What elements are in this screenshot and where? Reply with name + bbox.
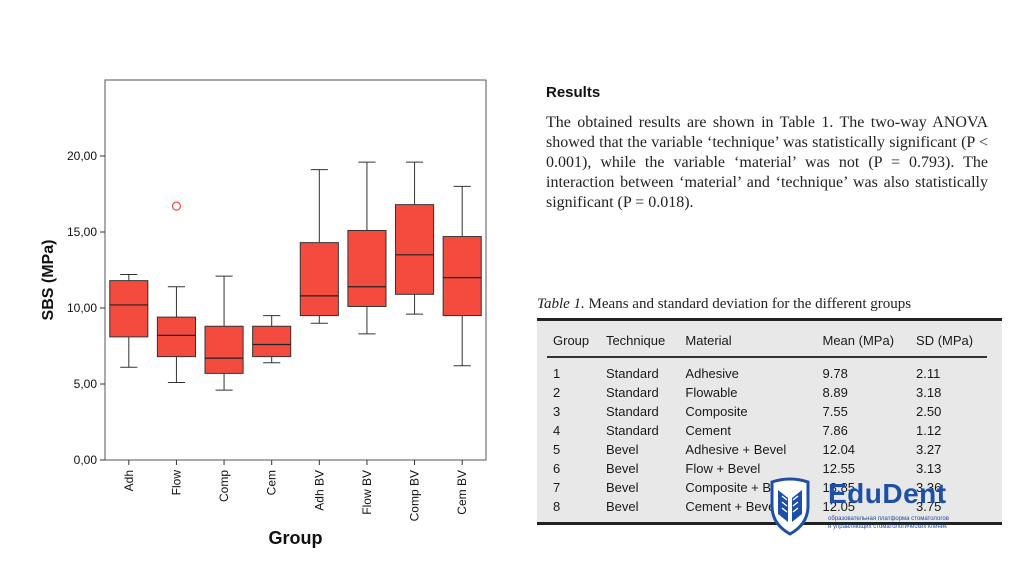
header-sd: SD (MPa) [910,329,987,358]
box-7 [395,204,435,295]
y-tick-label: 15,00 [67,225,97,239]
table-row: 1 Standard Adhesive 9.78 2.11 [547,357,987,383]
y-tick-label: 10,00 [67,301,97,315]
x-tick-label: Adh BV [312,470,326,511]
results-section: Results The obtained results are shown i… [546,84,988,213]
cell-material: Adhesive + Bevel [685,441,787,457]
cell-technique: Bevel [605,479,639,495]
cell-group: 2 [553,384,561,400]
cell-sd: 3.75 [916,498,942,514]
cell-mean: 13.85 [822,479,856,495]
box-plot-chart: 0,00 5,00 10,00 15,00 20,00 SBS (MPa) Adh Flow C… [30,70,500,560]
cell-technique: Standard [605,366,659,381]
table-caption-label: Table 1. [537,296,585,312]
y-tick-label: 20,00 [67,149,97,163]
cell-group: 8 [553,498,561,514]
cell-sd: 1.12 [916,422,942,438]
table-row: 7 Bevel Composite + Bevel 13.85 3.36 [547,478,987,497]
shield-logo-icon [770,477,810,536]
box-3 [204,325,244,374]
cell-sd: 3.13 [916,460,942,476]
results-heading: Results [546,84,601,101]
cell-mean: 7.55 [822,403,848,419]
x-tick-label: Comp BV [408,470,422,521]
logo-name: EduDent [828,478,947,509]
x-tick-label: Adh [122,470,136,491]
box-plot-svg: 0,00 5,00 10,00 15,00 20,00 SBS (MPa) Adh Flow C… [40,79,487,548]
cell-mean: 7.86 [822,422,848,438]
x-tick-label: Comp [217,470,231,502]
table-row: 5 Bevel Adhesive + Bevel 12.04 3.27 [547,440,987,459]
cell-group: 4 [553,422,561,438]
x-tick-label: Cem BV [455,470,469,515]
cell-material: Adhesive [685,366,739,381]
header-technique: Technique [599,329,680,358]
table-row: 8 Bevel Cement + Bevel 12.05 3.75 [547,497,987,516]
outlier-point [171,201,182,211]
cell-sd: 2.50 [916,403,942,419]
cell-mean: 12.55 [822,460,856,476]
y-axis-label: SBS (MPa) [40,240,57,321]
logo-tagline-1: образовательная платформа стоматологов [828,516,949,522]
x-tick-label: Flow [169,470,183,496]
cell-technique: Standard [605,422,659,438]
cell-technique: Standard [605,403,659,419]
cell-group: 6 [553,460,561,476]
cell-technique: Standard [605,384,659,400]
header-material: Material [679,329,817,358]
cell-sd: 2.11 [916,366,941,381]
cell-sd: 3.27 [916,441,942,457]
cell-technique: Bevel [605,498,639,514]
edudent-logo: EduDent образовательная платформа стомат… [768,474,998,538]
cell-sd: 3.18 [916,384,942,400]
y-tick-label: 0,00 [74,453,98,467]
table-row: 2 Standard Flowable 8.89 3.18 [547,383,987,402]
logo-tagline-2: и управляющих стоматологических клиник [828,524,947,530]
cell-mean: 12.05 [822,498,856,514]
box-8 [442,236,482,317]
means-table-container: Group Technique Material Mean (MPa) SD (… [537,318,1002,525]
cell-mean: 12.04 [822,441,856,457]
cell-sd: 3.36 [916,479,942,495]
cell-mean: 9.78 [822,366,848,381]
results-paragraph: The obtained results are shown in Table … [546,114,988,211]
cell-group: 1 [553,366,561,381]
table-row: 3 Standard Composite 7.55 2.50 [547,402,987,421]
cell-material: Cement [685,422,731,438]
table-caption-text: Means and standard deviation for the dif… [588,296,912,312]
cell-material: Flow + Bevel [685,460,761,476]
table-header-row: Group Technique Material Mean (MPa) SD (… [547,329,987,358]
cell-material: Composite [685,403,748,419]
cell-technique: Bevel [605,460,639,476]
cell-mean: 8.89 [822,384,848,400]
box-4 [252,325,292,358]
cell-material: Cement + Bevel [685,498,779,514]
means-table: Group Technique Material Mean (MPa) SD (… [547,329,987,516]
cell-group: 3 [553,403,561,419]
table-row: 4 Standard Cement 7.86 1.12 [547,421,987,440]
box-2 [156,316,196,358]
y-tick-label: 5,00 [74,377,98,391]
cell-material: Flowable [685,384,738,400]
x-tick-label: Flow BV [360,470,374,515]
header-group: Group [547,329,600,358]
cell-group: 7 [553,479,561,495]
cell-technique: Bevel [605,441,639,457]
header-mean: Mean (MPa) [816,329,911,358]
box-5 [299,242,339,317]
box-6 [347,229,387,307]
cell-group: 5 [553,441,561,457]
x-tick-label: Cem [265,470,279,495]
box-1 [109,280,149,338]
table-row: 6 Bevel Flow + Bevel 12.55 3.13 [547,459,987,478]
x-axis-label: Group [269,528,323,548]
cell-material: Composite + Bevel [685,479,795,495]
table-caption: Table 1. Means and standard deviation fo… [537,296,911,313]
